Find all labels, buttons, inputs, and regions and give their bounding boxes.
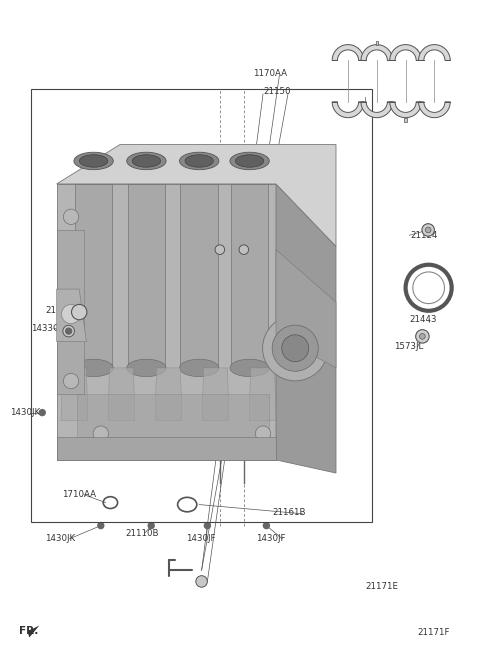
Circle shape (66, 328, 72, 334)
Polygon shape (57, 230, 84, 394)
Polygon shape (180, 184, 218, 368)
Circle shape (63, 373, 79, 389)
Polygon shape (249, 368, 276, 420)
FancyBboxPatch shape (405, 118, 407, 122)
Circle shape (39, 409, 45, 416)
Polygon shape (57, 289, 86, 342)
Ellipse shape (180, 359, 219, 376)
Text: 21110B: 21110B (126, 529, 159, 538)
Polygon shape (57, 145, 336, 246)
Circle shape (98, 522, 104, 529)
Text: 21124: 21124 (410, 231, 438, 240)
Polygon shape (419, 102, 450, 118)
Circle shape (215, 245, 225, 254)
Circle shape (272, 325, 318, 371)
Text: 21114: 21114 (245, 217, 272, 227)
Polygon shape (276, 250, 336, 368)
Circle shape (63, 209, 79, 225)
Ellipse shape (180, 152, 219, 170)
Polygon shape (75, 184, 112, 368)
Ellipse shape (185, 155, 214, 168)
Circle shape (264, 522, 269, 529)
Text: 21161B: 21161B (273, 508, 306, 517)
Circle shape (263, 315, 328, 381)
Polygon shape (276, 184, 336, 473)
Circle shape (93, 426, 108, 442)
Text: 21171F: 21171F (418, 628, 450, 637)
Polygon shape (57, 437, 276, 460)
Text: 1170AA: 1170AA (253, 69, 288, 78)
Text: 1430JF: 1430JF (186, 534, 216, 543)
Polygon shape (332, 102, 364, 118)
Polygon shape (61, 368, 88, 420)
Circle shape (216, 246, 224, 254)
Polygon shape (128, 184, 165, 368)
Polygon shape (361, 102, 393, 118)
Circle shape (63, 325, 74, 337)
Text: 21171E: 21171E (366, 581, 399, 591)
Text: 1433CA: 1433CA (31, 324, 65, 333)
Circle shape (148, 522, 154, 529)
Polygon shape (57, 184, 276, 460)
Circle shape (416, 330, 429, 343)
Circle shape (198, 578, 205, 585)
Ellipse shape (132, 155, 161, 168)
Circle shape (239, 245, 249, 254)
Circle shape (61, 304, 81, 324)
Text: 21150: 21150 (263, 87, 290, 97)
Circle shape (240, 246, 248, 254)
Text: 1430JF: 1430JF (256, 534, 286, 543)
FancyBboxPatch shape (376, 41, 378, 45)
Circle shape (204, 522, 210, 529)
Ellipse shape (74, 152, 113, 170)
Ellipse shape (235, 155, 264, 168)
Ellipse shape (127, 152, 166, 170)
Text: 1710AA: 1710AA (62, 489, 96, 499)
Circle shape (72, 304, 87, 320)
Circle shape (420, 334, 425, 339)
Circle shape (255, 426, 271, 442)
Text: 1140FS: 1140FS (153, 217, 185, 227)
Ellipse shape (230, 359, 269, 376)
Ellipse shape (230, 152, 269, 170)
Ellipse shape (79, 155, 108, 168)
Polygon shape (27, 625, 39, 637)
Circle shape (422, 224, 434, 236)
Polygon shape (155, 368, 182, 420)
Polygon shape (419, 45, 450, 60)
Polygon shape (231, 184, 268, 368)
Text: 1430JK: 1430JK (45, 534, 75, 543)
Ellipse shape (127, 359, 166, 376)
Polygon shape (332, 45, 364, 60)
Polygon shape (361, 45, 393, 60)
Polygon shape (202, 368, 229, 420)
Circle shape (282, 335, 309, 361)
Ellipse shape (74, 359, 113, 376)
Text: 1430JK: 1430JK (10, 408, 40, 417)
Text: 21133: 21133 (46, 306, 73, 315)
Polygon shape (390, 102, 421, 118)
Text: FR.: FR. (19, 625, 38, 636)
Text: 21443: 21443 (409, 315, 436, 325)
Polygon shape (390, 45, 421, 60)
Text: 1573JL: 1573JL (394, 342, 423, 351)
Circle shape (196, 576, 207, 587)
Text: 22124B: 22124B (278, 237, 312, 246)
Circle shape (425, 227, 431, 233)
Polygon shape (108, 368, 135, 420)
Polygon shape (77, 394, 269, 453)
